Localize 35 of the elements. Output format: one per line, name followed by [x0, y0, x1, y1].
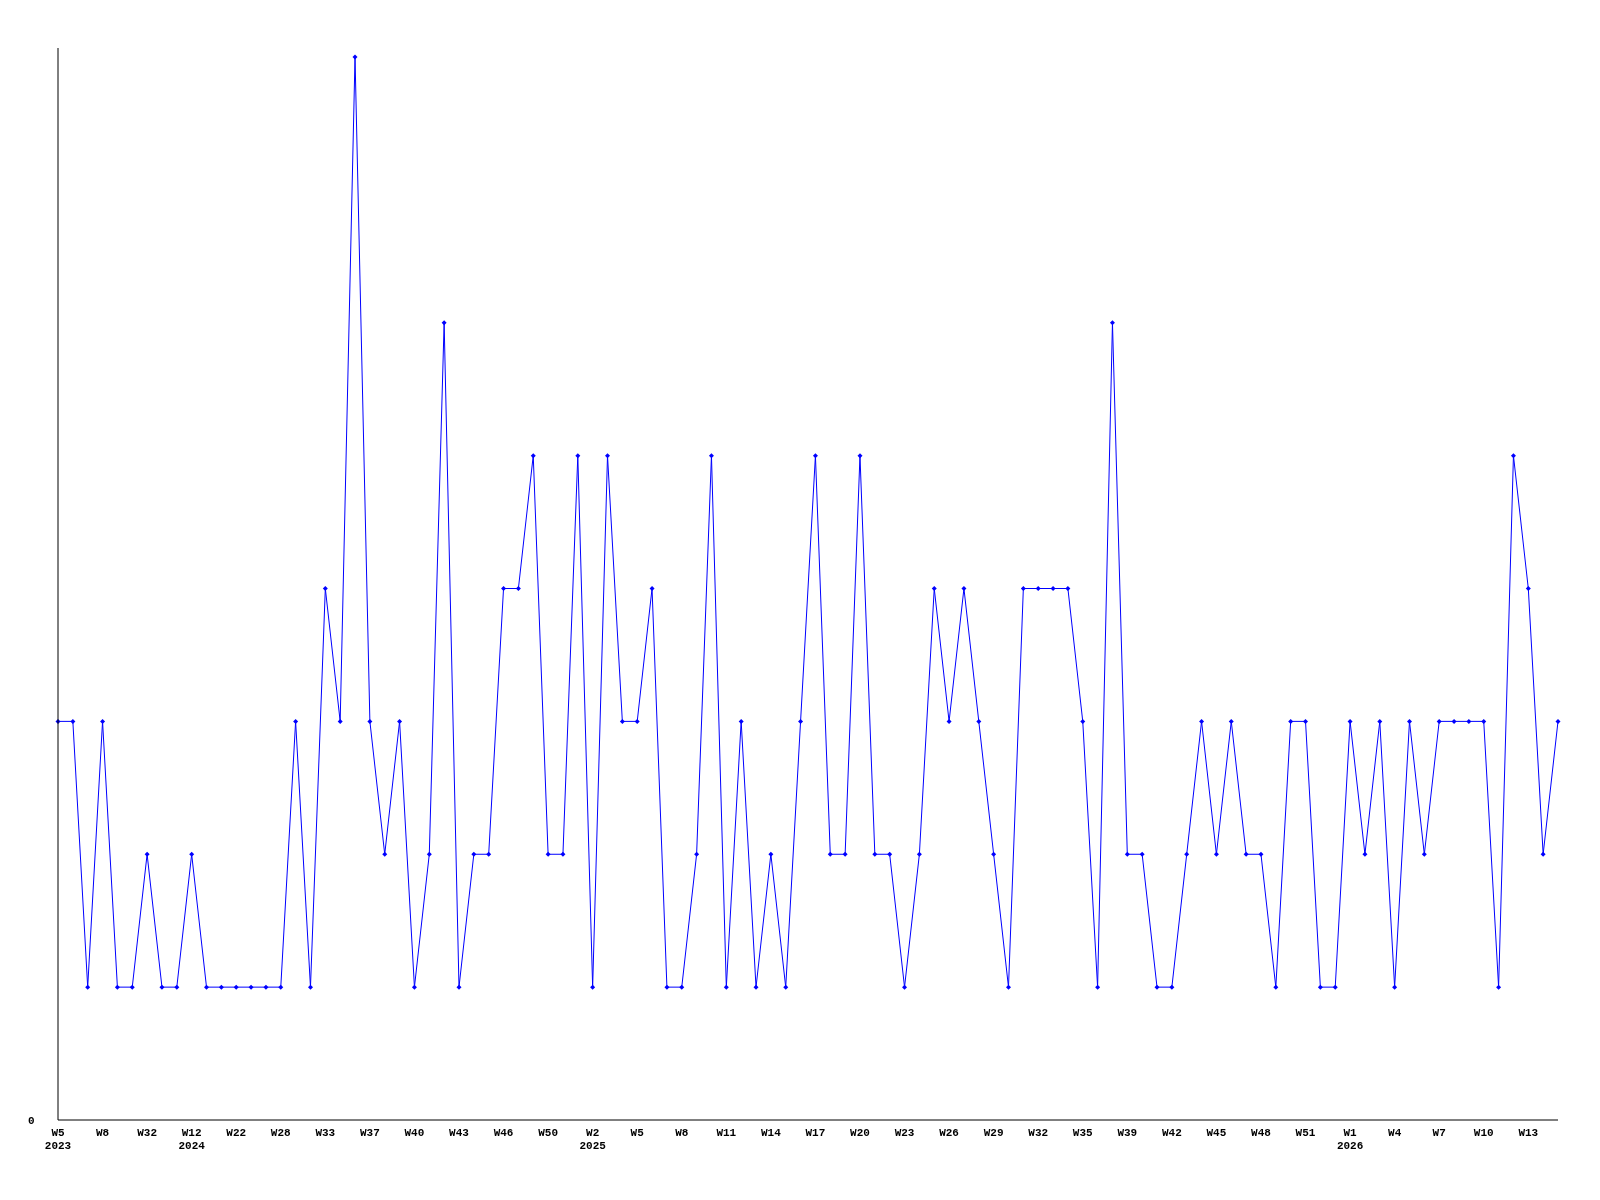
x-tick-label: W43 — [449, 1127, 470, 1139]
x-tick-label: W17 — [805, 1127, 826, 1139]
x-tick-label: W46 — [493, 1127, 514, 1139]
x-tick-label: W14 — [760, 1127, 782, 1139]
x-tick-label: W37 — [359, 1127, 380, 1139]
x-tick-label: W42 — [1161, 1127, 1182, 1139]
x-tick-label: W45 — [1206, 1127, 1227, 1139]
x-tick-label: W20 — [850, 1127, 870, 1139]
x-tick-label: W28 — [270, 1127, 292, 1139]
x-tick-label: W29 — [983, 1127, 1004, 1139]
x-tick-label: W13 — [1518, 1127, 1539, 1139]
x-tick-label: W1 2026 — [1336, 1127, 1364, 1152]
x-tick-label: W50 — [538, 1127, 559, 1139]
x-tick-label: W22 — [226, 1127, 247, 1139]
x-tick-label: W26 — [939, 1127, 959, 1139]
x-tick-label: W10 — [1473, 1127, 1494, 1139]
x-tick-label: W33 — [315, 1127, 336, 1139]
x-tick-label: W11 — [716, 1127, 737, 1139]
x-tick-label: W8 — [95, 1127, 110, 1139]
x-tick-label: W48 — [1251, 1127, 1272, 1139]
x-tick-label: W32 — [137, 1127, 158, 1139]
x-tick-label: W2 2025 — [579, 1127, 607, 1152]
x-tick-label: W23 — [894, 1127, 915, 1139]
x-tick-label: W5 — [630, 1127, 645, 1139]
x-tick-label: W5 2023 — [44, 1127, 72, 1152]
x-tick-label: W51 — [1295, 1127, 1316, 1139]
x-tick-label: W12 2024 — [178, 1127, 206, 1152]
text: 0 — [28, 1115, 35, 1127]
x-tick-label: W4 — [1388, 1127, 1402, 1139]
x-tick-label: W39 — [1117, 1127, 1138, 1139]
x-tick-label: W35 — [1072, 1127, 1094, 1139]
x-tick-label: W7 — [1432, 1127, 1446, 1139]
x-tick-label: W32 — [1028, 1127, 1049, 1139]
x-tick-label: W8 — [675, 1127, 689, 1139]
x-tick-label: W40 — [404, 1127, 425, 1139]
